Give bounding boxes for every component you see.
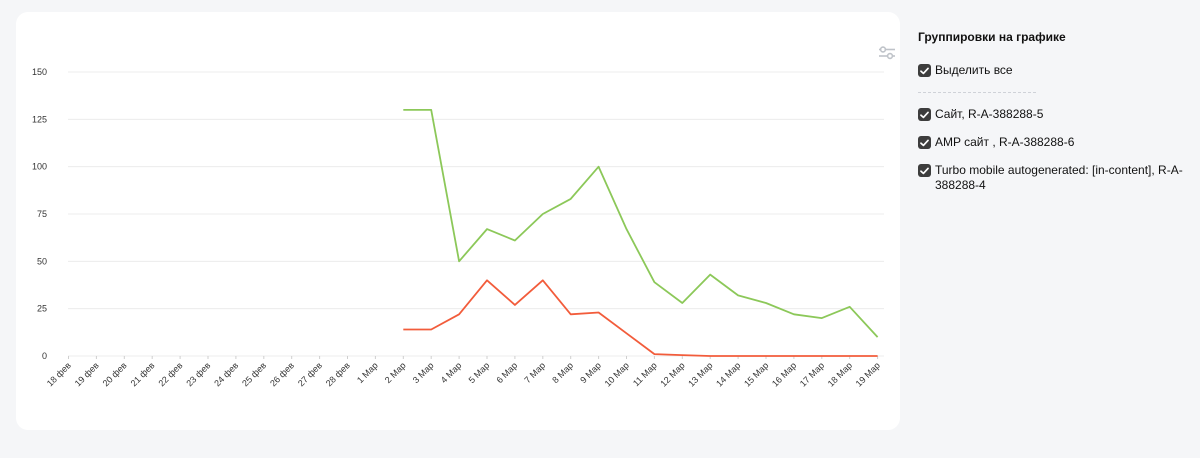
group-checkbox-site[interactable]: Сайт, R-A-388288-5 — [918, 107, 1188, 122]
group-checkbox-turbo[interactable]: Turbo mobile autogenerated: [in-content]… — [918, 163, 1188, 193]
grid-lines — [68, 71, 884, 357]
data-point — [791, 353, 797, 359]
x-tick-label: 12 Мар — [658, 360, 686, 388]
x-tick-label: 9 Мар — [578, 360, 603, 385]
group-checkbox-amp[interactable]: AMP сайт , R-A-388288-6 — [918, 135, 1188, 150]
data-point — [819, 353, 825, 359]
data-point — [540, 277, 546, 283]
x-tick-label: 21 фев — [129, 360, 157, 388]
sliders-icon — [879, 46, 895, 60]
x-tick-label: 4 Мар — [439, 360, 464, 385]
y-tick-label: 125 — [32, 114, 47, 124]
data-point — [428, 327, 434, 333]
divider — [918, 92, 1036, 93]
x-tick-label: 20 фев — [101, 360, 129, 388]
group-label: AMP сайт , R-A-388288-6 — [935, 135, 1075, 149]
data-point — [819, 315, 825, 321]
data-point — [651, 279, 657, 285]
data-point — [400, 327, 406, 333]
x-tick-label: 6 Мар — [494, 360, 519, 385]
x-tick-label: 3 Мар — [411, 360, 436, 385]
x-tick-label: 26 фев — [268, 360, 296, 388]
data-point — [484, 226, 490, 232]
x-tick-label: 1 Мар — [355, 360, 380, 385]
data-point — [484, 277, 490, 283]
data-point — [596, 310, 602, 316]
data-point — [651, 351, 657, 357]
data-point — [456, 311, 462, 317]
x-tick-label: 22 фев — [156, 360, 184, 388]
data-point — [847, 304, 853, 310]
chart-card: 0 25 50 75 100 125 150 18 фев 19 фев 20 фев 21 фе… — [16, 12, 900, 430]
check-icon — [918, 108, 931, 121]
grouping-panel: Группировки на графике Выделить все Сайт… — [918, 30, 1188, 206]
series-lines — [400, 107, 881, 359]
data-point — [428, 107, 434, 113]
y-tick-label: 150 — [32, 67, 47, 77]
x-tick-label: 19 фев — [73, 360, 101, 388]
x-tick-label: 18 фев — [45, 360, 73, 388]
data-point — [568, 196, 574, 202]
x-tick-label: 27 фев — [296, 360, 324, 388]
x-tick-label: 2 Мар — [383, 360, 408, 385]
x-tick-label: 10 Мар — [603, 360, 631, 388]
data-point — [400, 107, 406, 113]
x-tick-label: 24 фев — [212, 360, 240, 388]
panel-title: Группировки на графике — [918, 30, 1066, 44]
y-tick-label: 25 — [37, 304, 47, 314]
check-icon — [918, 136, 931, 149]
y-axis-ticks: 0 25 50 75 100 125 150 — [32, 67, 47, 361]
series-line-0 — [403, 109, 879, 338]
data-point — [568, 311, 574, 317]
check-icon — [918, 164, 931, 177]
x-tick-label: 14 Мар — [714, 360, 742, 388]
y-tick-label: 0 — [42, 351, 47, 361]
data-point — [679, 352, 685, 358]
y-tick-label: 75 — [37, 209, 47, 219]
data-point — [763, 353, 769, 359]
x-tick-label: 13 Мар — [686, 360, 714, 388]
x-tick-label: 28 фев — [324, 360, 352, 388]
y-tick-label: 100 — [32, 162, 47, 172]
select-all-checkbox[interactable]: Выделить все — [918, 63, 1188, 78]
x-tick-label: 17 Мар — [798, 360, 826, 388]
chart-settings-button[interactable] — [878, 45, 898, 61]
x-tick-label: 7 Мар — [522, 360, 547, 385]
data-point — [875, 334, 881, 340]
x-tick-label: 25 фев — [240, 360, 268, 388]
data-point — [735, 292, 741, 298]
data-point — [707, 272, 713, 278]
series-line-1 — [403, 279, 878, 357]
line-chart: 0 25 50 75 100 125 150 18 фев 19 фев 20 фев 21 фе… — [32, 67, 884, 389]
data-point — [763, 300, 769, 306]
data-point — [540, 211, 546, 217]
data-point — [707, 353, 713, 359]
data-point — [679, 300, 685, 306]
data-point — [456, 258, 462, 264]
data-point — [735, 353, 741, 359]
data-point — [512, 302, 518, 308]
x-axis-ticks: 18 фев 19 фев 20 фев 21 фев 22 фев 23 фев 24 ф… — [45, 356, 882, 389]
x-tick-label: 19 Мар — [854, 360, 882, 388]
data-point — [624, 330, 630, 336]
check-icon — [918, 64, 931, 77]
x-tick-label: 5 Мар — [467, 360, 492, 385]
x-tick-label: 18 Мар — [826, 360, 854, 388]
x-tick-label: 23 фев — [184, 360, 212, 388]
data-point — [512, 238, 518, 244]
group-label: Turbo mobile autogenerated: [in-content]… — [935, 163, 1183, 192]
x-tick-label: 8 Мар — [550, 360, 575, 385]
y-tick-label: 50 — [37, 256, 47, 266]
data-point — [624, 226, 630, 232]
data-point — [791, 311, 797, 317]
data-point — [596, 164, 602, 170]
select-all-label: Выделить все — [935, 63, 1013, 77]
data-point — [875, 353, 881, 359]
x-tick-label: 16 Мар — [770, 360, 798, 388]
data-point — [847, 353, 853, 359]
x-tick-label: 11 Мар — [631, 360, 659, 388]
group-label: Сайт, R-A-388288-5 — [935, 107, 1044, 121]
x-tick-label: 15 Мар — [742, 360, 770, 388]
